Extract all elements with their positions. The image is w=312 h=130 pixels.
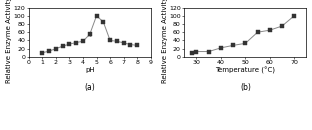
X-axis label: Temperature (°C): Temperature (°C): [215, 67, 275, 74]
X-axis label: pH: pH: [85, 67, 95, 73]
Text: (a): (a): [84, 83, 95, 92]
Y-axis label: Relative Enzyme Activity (%): Relative Enzyme Activity (%): [6, 0, 12, 83]
Y-axis label: Relative Enzyme Activity (%): Relative Enzyme Activity (%): [161, 0, 168, 83]
Text: (b): (b): [240, 83, 251, 92]
